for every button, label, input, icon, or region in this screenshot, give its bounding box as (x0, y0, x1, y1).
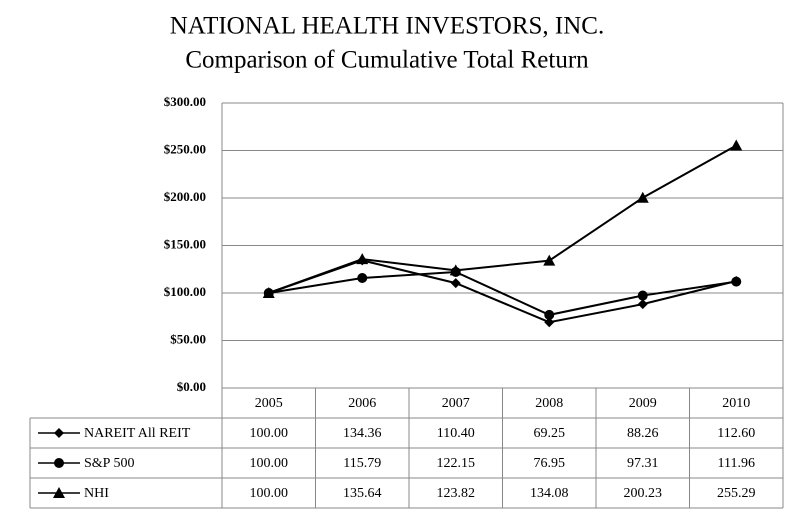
table-value: 76.95 (534, 456, 566, 471)
marker (544, 317, 555, 328)
x-tick-label: 2007 (442, 396, 470, 411)
legend-label: NAREIT All REIT (84, 426, 191, 441)
marker (262, 287, 275, 298)
marker (544, 309, 555, 320)
table-value: 135.64 (343, 486, 382, 501)
x-tick-label: 2008 (535, 396, 563, 411)
x-tick-label: 2009 (629, 396, 657, 411)
y-tick-label: $50.00 (170, 331, 206, 346)
x-tick-label: 2005 (255, 396, 283, 411)
marker (356, 253, 369, 265)
chart-subtitle: Comparison of Cumulative Total Return (185, 47, 589, 74)
table-value: 100.00 (250, 486, 289, 501)
marker (543, 254, 556, 266)
table-value: 115.79 (343, 456, 381, 471)
table-value: 122.15 (437, 456, 476, 471)
y-tick-label: $150.00 (164, 236, 206, 251)
marker (730, 139, 743, 151)
legend-label: NHI (84, 486, 109, 501)
x-tick-label: 2006 (348, 396, 376, 411)
table-value: 100.00 (250, 456, 289, 471)
marker (637, 290, 648, 301)
legend-marker (54, 428, 64, 438)
marker (636, 191, 649, 203)
table-value: 69.25 (534, 426, 566, 441)
marker (731, 276, 742, 287)
legend-marker (54, 458, 64, 468)
legend-label: S&P 500 (84, 456, 134, 471)
table-value: 100.00 (250, 426, 289, 441)
chart-title: NATIONAL HEALTH INVESTORS, INC. (170, 13, 605, 40)
table-value: 97.31 (627, 456, 659, 471)
y-tick-label: $200.00 (164, 189, 206, 204)
table-value: 111.96 (718, 456, 755, 471)
table-value: 110.40 (437, 426, 475, 441)
table-value: 134.08 (530, 486, 569, 501)
table-value: 200.23 (624, 486, 663, 501)
legend-marker (53, 487, 65, 498)
marker (357, 272, 368, 283)
y-tick-label: $100.00 (164, 284, 206, 299)
table-value: 134.36 (343, 426, 382, 441)
table-value: 123.82 (437, 486, 476, 501)
table-value: 255.29 (717, 486, 756, 501)
x-tick-label: 2010 (722, 396, 750, 411)
table-value: 88.26 (627, 426, 659, 441)
y-tick-label: $300.00 (164, 94, 206, 109)
marker (637, 299, 648, 310)
series-line (268, 270, 737, 316)
y-tick-label: $250.00 (164, 141, 206, 156)
y-tick-label: $0.00 (177, 379, 206, 394)
series-line (268, 144, 737, 294)
marker (449, 264, 462, 276)
table-value: 112.60 (717, 426, 755, 441)
marker (450, 278, 461, 289)
